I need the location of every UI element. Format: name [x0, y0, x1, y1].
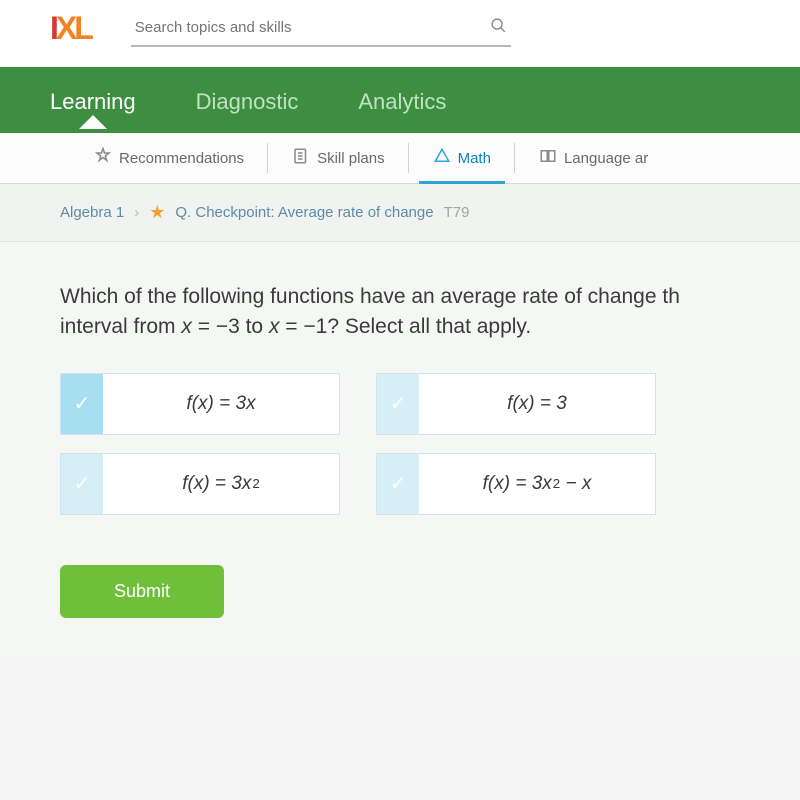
question-text: Which of the following functions have an…: [60, 282, 740, 343]
question-area: Which of the following functions have an…: [0, 242, 800, 658]
submit-button[interactable]: Submit: [60, 565, 224, 618]
sub-nav: Recommendations Skill plans Math Languag…: [0, 133, 800, 184]
sub-item-label: Math: [458, 150, 491, 167]
top-bar: I X L: [0, 0, 800, 67]
sub-item-label: Language ar: [564, 150, 648, 167]
sub-item-recommendations[interactable]: Recommendations: [70, 133, 268, 183]
logo-letter-x: X: [56, 10, 74, 47]
option-formula: f(x) = 3x2: [103, 454, 339, 514]
checkmark-icon: ✓: [377, 374, 419, 434]
search-icon[interactable]: [490, 17, 507, 39]
math-icon: [433, 147, 451, 169]
active-sub-underline: [419, 181, 505, 184]
tab-learning[interactable]: Learning: [50, 89, 136, 115]
language-arts-icon: [539, 147, 557, 169]
search-input[interactable]: [135, 19, 490, 36]
option-3[interactable]: ✓ f(x) = 3x2: [60, 453, 340, 515]
sub-item-language-arts[interactable]: Language ar: [515, 133, 672, 183]
sub-item-math[interactable]: Math: [409, 133, 515, 183]
sub-item-skill-plans[interactable]: Skill plans: [268, 133, 409, 183]
checkmark-icon: ✓: [61, 374, 103, 434]
star-icon: ★: [149, 202, 165, 223]
breadcrumb-category[interactable]: Algebra 1: [60, 204, 124, 221]
tab-analytics[interactable]: Analytics: [358, 89, 446, 115]
option-formula: f(x) = 3x: [103, 374, 339, 434]
sub-item-label: Recommendations: [119, 150, 244, 167]
options-grid: ✓ f(x) = 3x ✓ f(x) = 3 ✓ f(x) = 3x2 ✓ f(…: [60, 373, 740, 515]
breadcrumb: Algebra 1 › ★ Q. Checkpoint: Average rat…: [0, 184, 800, 242]
active-tab-indicator: [79, 115, 107, 129]
option-2[interactable]: ✓ f(x) = 3: [376, 373, 656, 435]
skill-plans-icon: [292, 147, 310, 169]
checkmark-icon: ✓: [377, 454, 419, 514]
logo[interactable]: I X L: [50, 10, 91, 47]
tab-diagnostic[interactable]: Diagnostic: [196, 89, 299, 115]
breadcrumb-code: T79: [444, 204, 470, 221]
sub-item-label: Skill plans: [317, 150, 385, 167]
option-formula: f(x) = 3: [419, 374, 655, 434]
option-1[interactable]: ✓ f(x) = 3x: [60, 373, 340, 435]
option-4[interactable]: ✓ f(x) = 3x2 − x: [376, 453, 656, 515]
breadcrumb-title: Q. Checkpoint: Average rate of change: [175, 204, 433, 221]
recommendations-icon: [94, 147, 112, 169]
option-formula: f(x) = 3x2 − x: [419, 454, 655, 514]
primary-nav: Learning Diagnostic Analytics: [0, 67, 800, 133]
chevron-right-icon: ›: [134, 204, 139, 221]
logo-letter-l: L: [74, 10, 91, 47]
search-input-wrap[interactable]: [131, 11, 511, 47]
checkmark-icon: ✓: [61, 454, 103, 514]
